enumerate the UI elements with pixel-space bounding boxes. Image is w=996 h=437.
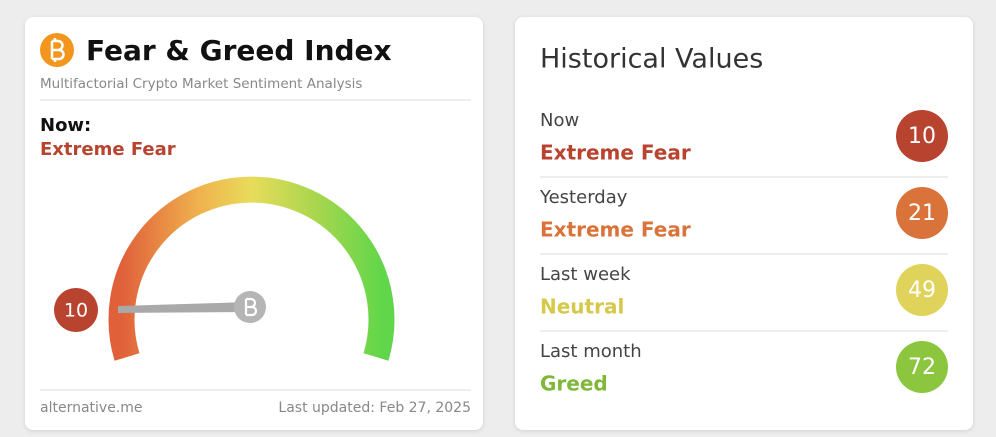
now-value: 10 (64, 300, 88, 322)
source: alternative.me (40, 400, 143, 416)
row-label: Last week (540, 264, 631, 285)
now-status: Extreme Fear (40, 139, 176, 160)
subtitle: Multifactorial Crypto Market Sentiment A… (40, 76, 362, 92)
now-badge (54, 288, 98, 332)
row-badge (896, 341, 948, 393)
row-status: Extreme Fear (540, 218, 691, 242)
row-value: 49 (908, 278, 936, 303)
row-value: 72 (908, 355, 936, 380)
row-badge (896, 264, 948, 316)
row-label: Now (540, 110, 579, 131)
history-title: Historical Values (540, 44, 763, 75)
row-badge (896, 187, 948, 239)
row-label: Last month (540, 341, 642, 362)
row-label: Yesterday (539, 187, 628, 208)
gauge-arc (108, 176, 395, 361)
row-value: 10 (908, 124, 936, 149)
bitcoin-icon (40, 33, 74, 67)
updated: Last updated: Feb 27, 2025 (278, 400, 471, 416)
gauge-needle (118, 302, 250, 313)
row-badge (896, 110, 948, 162)
index-card (25, 17, 483, 430)
row-status: Neutral (540, 295, 624, 319)
title: Fear & Greed Index (86, 34, 392, 67)
row-status: Greed (540, 372, 608, 396)
row-status: Extreme Fear (540, 141, 691, 165)
knob-icon (244, 297, 258, 317)
now-label: Now: (40, 115, 91, 136)
row-value: 21 (908, 201, 936, 226)
